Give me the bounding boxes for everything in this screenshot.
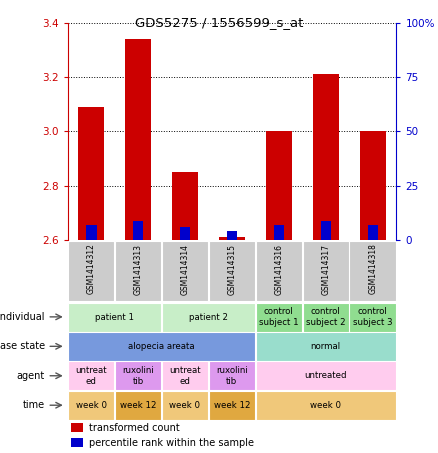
Bar xyxy=(227,231,237,240)
Bar xyxy=(313,74,339,240)
Text: agent: agent xyxy=(17,371,45,381)
Text: ruxolini
tib: ruxolini tib xyxy=(122,366,154,386)
Text: untreated: untreated xyxy=(304,371,347,381)
Text: individual: individual xyxy=(0,312,45,322)
Bar xyxy=(266,131,292,240)
Text: untreat
ed: untreat ed xyxy=(75,366,107,386)
Bar xyxy=(133,221,143,240)
Bar xyxy=(172,172,198,240)
Bar xyxy=(78,107,104,240)
Bar xyxy=(321,221,331,240)
Text: patient 1: patient 1 xyxy=(95,313,134,322)
Bar xyxy=(219,237,245,240)
Text: control
subject 2: control subject 2 xyxy=(306,308,346,327)
Bar xyxy=(274,225,284,240)
Text: week 0: week 0 xyxy=(170,401,201,410)
Text: normal: normal xyxy=(311,342,341,351)
Text: untreat
ed: untreat ed xyxy=(169,366,201,386)
Text: GSM1414314: GSM1414314 xyxy=(180,244,190,294)
Bar xyxy=(86,225,96,240)
Bar xyxy=(71,423,83,432)
Text: time: time xyxy=(22,400,45,410)
Text: percentile rank within the sample: percentile rank within the sample xyxy=(89,438,254,448)
Text: transformed count: transformed count xyxy=(89,423,180,433)
Text: control
subject 3: control subject 3 xyxy=(353,308,392,327)
Text: GSM1414312: GSM1414312 xyxy=(87,244,95,294)
Text: week 12: week 12 xyxy=(120,401,156,410)
Text: GSM1414317: GSM1414317 xyxy=(321,244,330,294)
Text: disease state: disease state xyxy=(0,341,45,352)
Bar xyxy=(368,225,378,240)
Text: GSM1414313: GSM1414313 xyxy=(134,244,142,294)
Text: alopecia areata: alopecia areata xyxy=(128,342,195,351)
Bar xyxy=(71,438,83,448)
Bar xyxy=(125,39,151,240)
Text: GDS5275 / 1556599_s_at: GDS5275 / 1556599_s_at xyxy=(135,16,303,29)
Text: patient 2: patient 2 xyxy=(189,313,228,322)
Text: ruxolini
tib: ruxolini tib xyxy=(216,366,248,386)
Text: control
subject 1: control subject 1 xyxy=(259,308,299,327)
Text: week 0: week 0 xyxy=(310,401,341,410)
Bar xyxy=(180,227,191,240)
Text: week 12: week 12 xyxy=(214,401,250,410)
Text: week 0: week 0 xyxy=(76,401,106,410)
Text: GSM1414316: GSM1414316 xyxy=(274,244,283,294)
Bar xyxy=(360,131,386,240)
Text: GSM1414318: GSM1414318 xyxy=(368,244,377,294)
Text: GSM1414315: GSM1414315 xyxy=(227,244,237,294)
